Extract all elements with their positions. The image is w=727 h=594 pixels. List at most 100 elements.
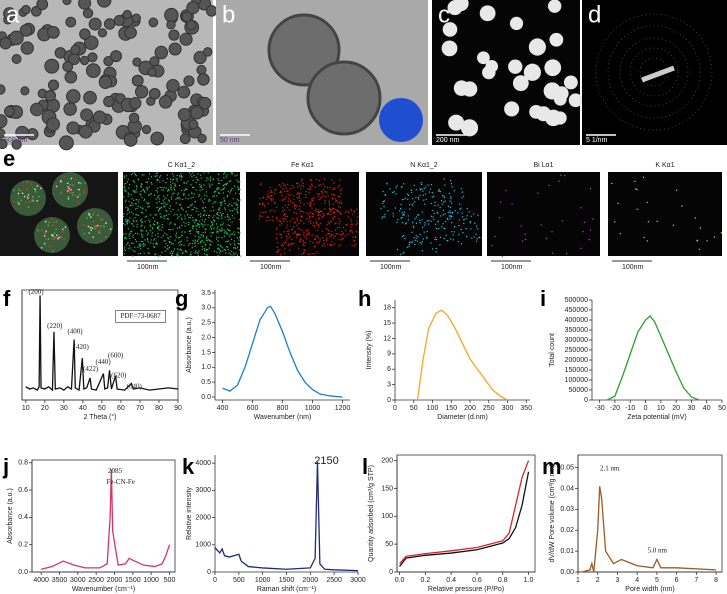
- dot: [159, 213, 161, 215]
- dot: [195, 182, 197, 184]
- dot: [138, 199, 140, 201]
- x-tick-label: -20: [610, 405, 620, 412]
- dot: [215, 188, 218, 190]
- dot: [147, 248, 149, 250]
- dot: [352, 213, 354, 215]
- dot: [229, 218, 231, 220]
- dot: [171, 173, 174, 175]
- dot: [96, 224, 99, 227]
- dot: [181, 217, 183, 219]
- dot: [127, 210, 129, 212]
- scale-label: 5 1/nm: [586, 137, 608, 144]
- dot: [302, 185, 305, 187]
- dot: [186, 182, 188, 184]
- dot: [311, 185, 313, 187]
- dot: [318, 209, 320, 211]
- dot: [276, 252, 278, 254]
- panel-label: c: [438, 1, 450, 28]
- particle: [177, 107, 192, 122]
- y-axis-label: Relative intensity: [186, 487, 193, 540]
- y-tick-label: 200: [381, 457, 393, 464]
- particle: [0, 128, 6, 139]
- dot: [476, 238, 478, 240]
- dot: [238, 227, 240, 229]
- dot: [126, 222, 128, 224]
- dot: [341, 237, 343, 239]
- dot: [41, 229, 44, 232]
- dot: [400, 186, 403, 188]
- dot: [124, 246, 126, 248]
- dot: [172, 250, 175, 252]
- dot: [163, 215, 165, 217]
- dot: [350, 220, 352, 223]
- dot: [611, 182, 613, 185]
- dot: [282, 207, 284, 209]
- particle: [92, 110, 107, 124]
- dot: [342, 226, 345, 229]
- dot: [328, 204, 331, 206]
- dot: [421, 211, 423, 213]
- diffraction-ring: [607, 25, 701, 119]
- dot: [706, 240, 708, 242]
- dot: [127, 219, 129, 221]
- dot: [505, 190, 507, 192]
- dot: [164, 202, 166, 204]
- dot: [141, 183, 143, 186]
- dot: [448, 205, 450, 207]
- dot: [317, 211, 320, 213]
- dot: [334, 223, 336, 225]
- dot: [281, 243, 283, 245]
- dot: [205, 214, 207, 217]
- dot: [475, 233, 477, 235]
- particle: [36, 0, 49, 11]
- dot: [173, 214, 175, 216]
- dot: [216, 217, 218, 219]
- dot: [79, 182, 82, 185]
- dot: [136, 199, 138, 201]
- dot: [338, 223, 341, 225]
- dot: [216, 211, 219, 214]
- dot: [204, 198, 206, 200]
- dot: [293, 198, 295, 201]
- dot: [166, 194, 169, 196]
- dot: [156, 243, 158, 245]
- dot: [165, 182, 167, 184]
- dot: [444, 200, 446, 202]
- dot: [44, 232, 47, 234]
- dot: [433, 213, 435, 215]
- dot: [221, 213, 223, 215]
- dot: [168, 241, 171, 244]
- dot: [27, 206, 30, 208]
- dot: [381, 217, 383, 219]
- dot: [647, 221, 650, 223]
- dot: [70, 191, 73, 194]
- dot: [146, 237, 149, 240]
- dot: [238, 187, 240, 189]
- y-tick-label: 0.04: [560, 485, 574, 492]
- dot: [212, 206, 214, 208]
- dot: [201, 245, 203, 248]
- dot: [283, 252, 285, 254]
- dot: [131, 172, 134, 175]
- dot: [299, 219, 302, 221]
- dot: [140, 225, 142, 227]
- dot: [419, 194, 421, 196]
- dot: [636, 189, 638, 191]
- dot: [90, 229, 93, 231]
- dot: [340, 188, 342, 190]
- dot: [219, 230, 221, 232]
- dot: [141, 196, 143, 199]
- dot: [221, 237, 223, 239]
- x-tick-label: 0: [393, 405, 397, 412]
- dot: [439, 191, 441, 193]
- dot: [336, 227, 339, 229]
- dot: [218, 214, 220, 217]
- dot: [353, 245, 356, 247]
- particle: [66, 89, 81, 104]
- dot: [331, 241, 333, 243]
- dot: [236, 254, 239, 256]
- dot: [233, 240, 236, 242]
- dot: [154, 238, 156, 240]
- dot: [169, 229, 171, 231]
- dot: [430, 215, 432, 217]
